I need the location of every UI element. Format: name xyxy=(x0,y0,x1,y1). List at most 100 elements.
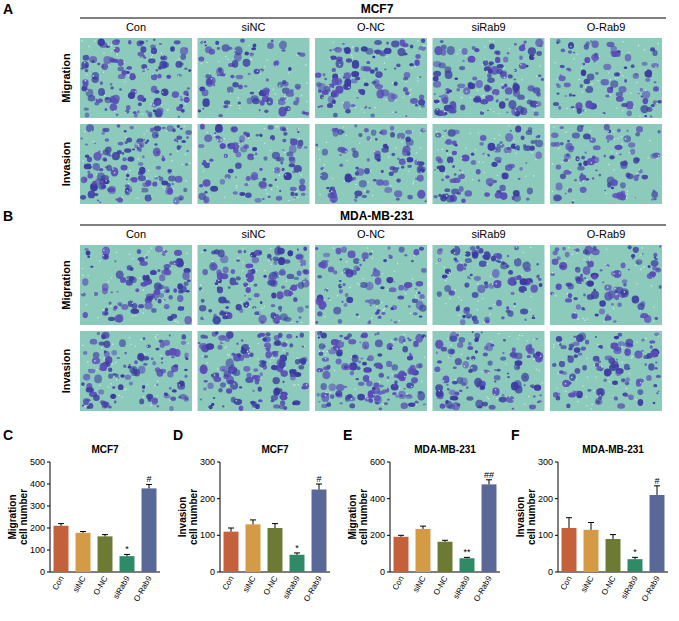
cell-stain xyxy=(92,163,100,170)
cell-stain xyxy=(271,40,274,43)
cell-stain xyxy=(180,47,188,55)
membrane-pore xyxy=(493,111,495,113)
cell-stain xyxy=(266,78,269,81)
membrane-pore xyxy=(174,263,176,265)
membrane-pore xyxy=(352,57,354,59)
cell-stain xyxy=(374,40,382,45)
cell-stain xyxy=(132,149,135,151)
cell-stain xyxy=(186,150,189,152)
membrane-pore xyxy=(201,63,203,65)
cell-stain xyxy=(541,78,544,81)
micrograph-background xyxy=(198,38,310,118)
membrane-pore xyxy=(248,306,250,308)
cell-stain xyxy=(417,190,425,199)
cell-stain xyxy=(198,110,201,113)
membrane-pore xyxy=(331,191,333,193)
cell-stain xyxy=(510,130,512,132)
cell-stain xyxy=(519,63,527,69)
membrane-pore xyxy=(478,161,480,163)
panel-letter: B xyxy=(3,208,13,224)
membrane-pore xyxy=(383,48,385,50)
membrane-pore xyxy=(386,56,388,58)
membrane-pore xyxy=(103,309,105,311)
cell-stain xyxy=(332,68,336,72)
cell-stain xyxy=(384,69,386,71)
cell-stain xyxy=(205,45,207,47)
membrane-pore xyxy=(340,285,342,287)
membrane-pore xyxy=(135,143,137,145)
membrane-pore xyxy=(217,140,219,142)
cell-stain xyxy=(581,70,586,76)
cell-stain xyxy=(295,97,299,101)
cell-stain xyxy=(230,75,234,79)
cell-stain xyxy=(92,77,99,83)
membrane-pore xyxy=(273,169,275,171)
cell-stain xyxy=(504,147,512,153)
membrane-pore xyxy=(410,313,412,315)
cell-stain xyxy=(219,311,226,315)
cell-stain xyxy=(243,283,248,287)
cell-stain xyxy=(579,175,586,181)
cell-stain xyxy=(252,147,257,151)
cell-stain xyxy=(396,179,401,183)
cell-stain xyxy=(604,155,606,158)
cell-stain xyxy=(153,110,156,113)
cell-stain xyxy=(289,163,295,167)
cell-stain xyxy=(130,178,133,180)
cell-stain xyxy=(612,193,620,198)
cell-stain xyxy=(534,111,539,116)
membrane-pore xyxy=(629,152,631,154)
membrane-pore xyxy=(132,302,134,304)
membrane-pore xyxy=(644,49,646,51)
cell-stain xyxy=(199,184,203,187)
cell-stain xyxy=(408,305,411,308)
cell-stain xyxy=(580,84,584,88)
cell-stain xyxy=(590,40,593,43)
cell-stain xyxy=(378,315,382,319)
cell-stain xyxy=(175,176,183,183)
membrane-pore xyxy=(639,115,641,117)
row-label: Migration xyxy=(60,53,72,103)
membrane-pore xyxy=(239,108,241,110)
cell-stain xyxy=(287,274,295,279)
cell-stain xyxy=(604,190,606,191)
cell-stain xyxy=(436,156,442,161)
cell-stain xyxy=(122,152,124,155)
membrane-pore xyxy=(143,72,145,74)
cell-stain xyxy=(130,190,132,192)
cell-stain xyxy=(445,269,451,274)
cell-stain xyxy=(445,88,450,94)
cell-stain xyxy=(375,71,382,78)
cell-stain xyxy=(166,75,171,79)
cell-stain xyxy=(258,315,266,324)
cell-stain xyxy=(505,98,509,100)
cell-stain xyxy=(122,157,126,161)
membrane-pore xyxy=(416,152,418,154)
cell-stain xyxy=(362,252,369,259)
cell-stain xyxy=(246,287,251,293)
cell-stain xyxy=(390,319,392,320)
membrane-pore xyxy=(116,252,118,254)
cell-stain xyxy=(152,131,159,138)
cell-stain xyxy=(370,305,372,307)
membrane-pore xyxy=(185,180,187,182)
cell-stain xyxy=(317,275,322,278)
cell-stain xyxy=(564,83,571,88)
membrane-pore xyxy=(342,102,344,104)
cell-stain xyxy=(458,174,465,180)
membrane-pore xyxy=(638,45,640,47)
cell-stain xyxy=(217,287,223,294)
membrane-pore xyxy=(163,250,165,252)
membrane-pore xyxy=(484,59,486,61)
membrane-pore xyxy=(248,45,250,47)
cell-stain xyxy=(375,67,379,71)
membrane-pore xyxy=(405,159,407,161)
cell-stain xyxy=(94,142,96,144)
membrane-pore xyxy=(620,71,622,73)
cell-stain xyxy=(224,154,228,158)
membrane-pore xyxy=(236,185,238,187)
cell-stain xyxy=(276,321,278,323)
membrane-pore xyxy=(337,295,339,297)
membrane-pore xyxy=(299,263,301,265)
cell-stain xyxy=(434,93,436,95)
